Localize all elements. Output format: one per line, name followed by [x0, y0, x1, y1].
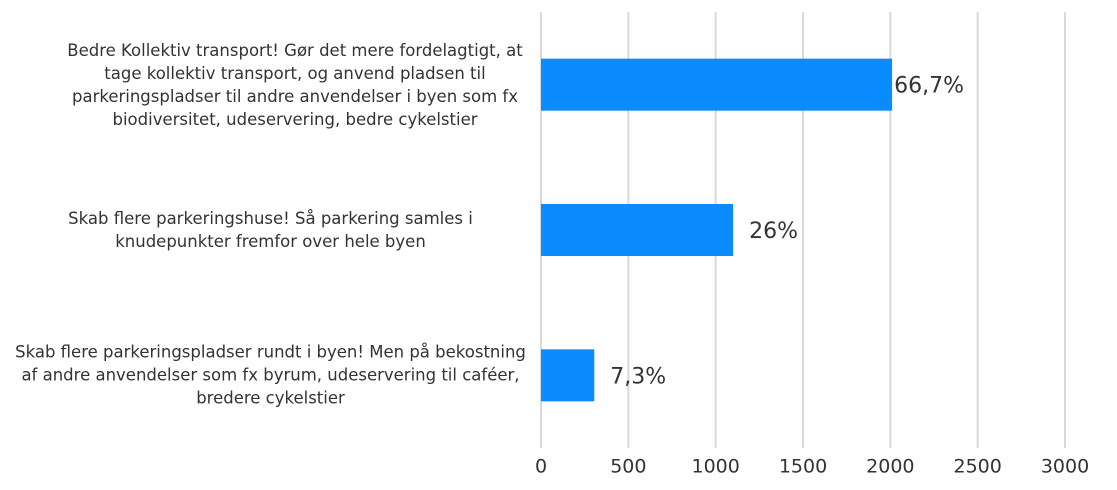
x-tick-label: 2500	[953, 456, 1001, 478]
x-tick-label: 1500	[779, 456, 827, 478]
y-tick-label: Bedre Kollektiv transport! Gør det mere …	[67, 40, 523, 129]
data-label: 66,7%	[894, 74, 964, 99]
x-tick-label: 500	[610, 456, 646, 478]
x-tick-label: 3000	[1041, 456, 1089, 478]
bar	[541, 349, 595, 402]
bar	[541, 204, 734, 256]
x-tick-label: 1000	[691, 456, 739, 478]
y-tick-label: Skab flere parkeringshuse! Så parkering …	[68, 209, 473, 251]
x-tick-label: 2000	[866, 456, 914, 478]
data-label: 7,3%	[610, 364, 666, 389]
data-label: 26%	[749, 219, 798, 244]
bar	[541, 58, 893, 111]
y-tick-label: Skab flere parkeringspladser rundt i bye…	[15, 342, 526, 408]
x-tick-label: 0	[535, 456, 547, 478]
